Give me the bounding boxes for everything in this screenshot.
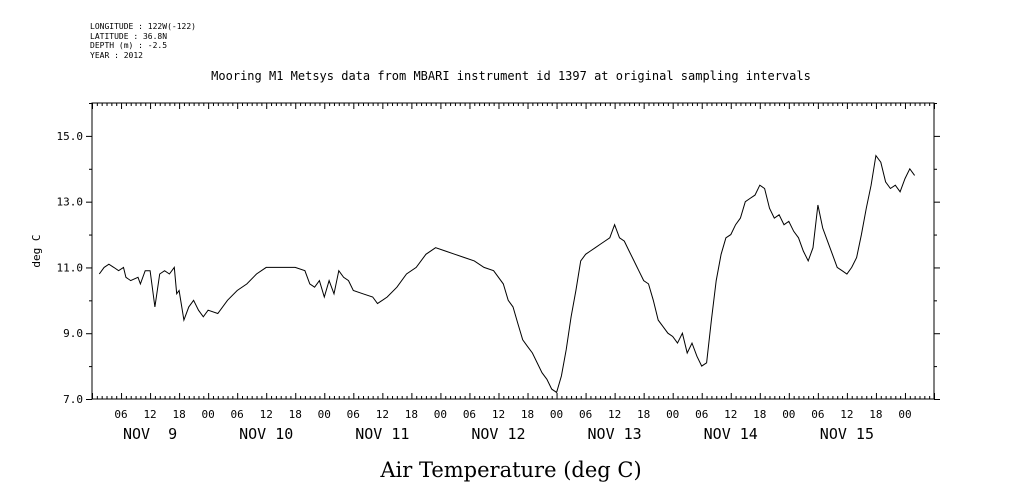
x-tick-label: 06 (114, 408, 127, 421)
x-tick-label: 00 (318, 408, 331, 421)
x-tick-label: 18 (521, 408, 534, 421)
day-labels: NOV 9 NOV 10 NOV 11 NOV 12 NOV 13 NOV 14 NOV 1… (123, 425, 874, 443)
depth-label: DEPTH (m) : -2.5 (90, 41, 168, 50)
x-tick-label: 18 (172, 408, 185, 421)
y-tick-label: 9.0 (63, 327, 83, 340)
y-tick-labels: 7.0 9.0 11.0 13.0 15.0 (57, 130, 84, 406)
x-tick-label: 18 (753, 408, 766, 421)
day-label: NOV 13 (588, 425, 642, 443)
y-tick-label: 15.0 (57, 130, 84, 143)
day-label: NOV 9 (123, 425, 177, 443)
x-tick-label: 00 (782, 408, 795, 421)
temperature-series-line (98, 154, 916, 394)
y-tick-label: 13.0 (57, 196, 84, 209)
x-tick-label: 06 (811, 408, 824, 421)
x-tick-label: 00 (550, 408, 563, 421)
x-tick-label: 12 (260, 408, 273, 421)
x-tick-label: 18 (637, 408, 650, 421)
x-tick-label: 00 (202, 408, 215, 421)
y-axis-label: deg C (30, 234, 43, 267)
longitude-label: LONGITUDE : 122W(-122) (90, 22, 196, 31)
x-tick-label: 06 (231, 408, 244, 421)
x-tick-label: 06 (579, 408, 592, 421)
x-tick-label: 12 (608, 408, 621, 421)
day-label: NOV 14 (704, 425, 758, 443)
y-tick-label: 11.0 (57, 261, 84, 274)
x-tick-label: 18 (289, 408, 302, 421)
day-label: NOV 10 (239, 425, 293, 443)
station-metadata: LONGITUDE : 122W(-122) LATITUDE : 36.8N … (90, 22, 196, 60)
x-tick-labels: 06 12 18 00 06 12 18 00 06 12 18 00 06 12 18 00 06 12 18 00… (114, 408, 911, 421)
axis-ticks (86, 103, 940, 400)
x-tick-label: 12 (143, 408, 156, 421)
x-tick-label: 06 (463, 408, 476, 421)
x-tick-label: 00 (898, 408, 911, 421)
x-tick-label: 12 (840, 408, 853, 421)
x-tick-label: 00 (434, 408, 447, 421)
x-tick-label: 06 (347, 408, 360, 421)
x-tick-label: 06 (695, 408, 708, 421)
chart-title: Mooring M1 Metsys data from MBARI instru… (211, 69, 811, 83)
x-tick-label: 12 (492, 408, 505, 421)
x-tick-label: 18 (869, 408, 882, 421)
day-label: NOV 11 (355, 425, 409, 443)
latitude-label: LATITUDE : 36.8N (90, 31, 168, 41)
plot-frame (91, 102, 935, 400)
x-axis-label: Air Temperature (deg C) (379, 458, 641, 482)
x-tick-label: 12 (376, 408, 389, 421)
y-tick-label: 7.0 (63, 393, 83, 406)
x-tick-label: 18 (405, 408, 418, 421)
day-label: NOV 15 (820, 425, 874, 443)
x-tick-label: 00 (666, 408, 679, 421)
year-label: YEAR : 2012 (90, 50, 143, 60)
x-tick-label: 12 (724, 408, 737, 421)
day-label: NOV 12 (471, 425, 525, 443)
